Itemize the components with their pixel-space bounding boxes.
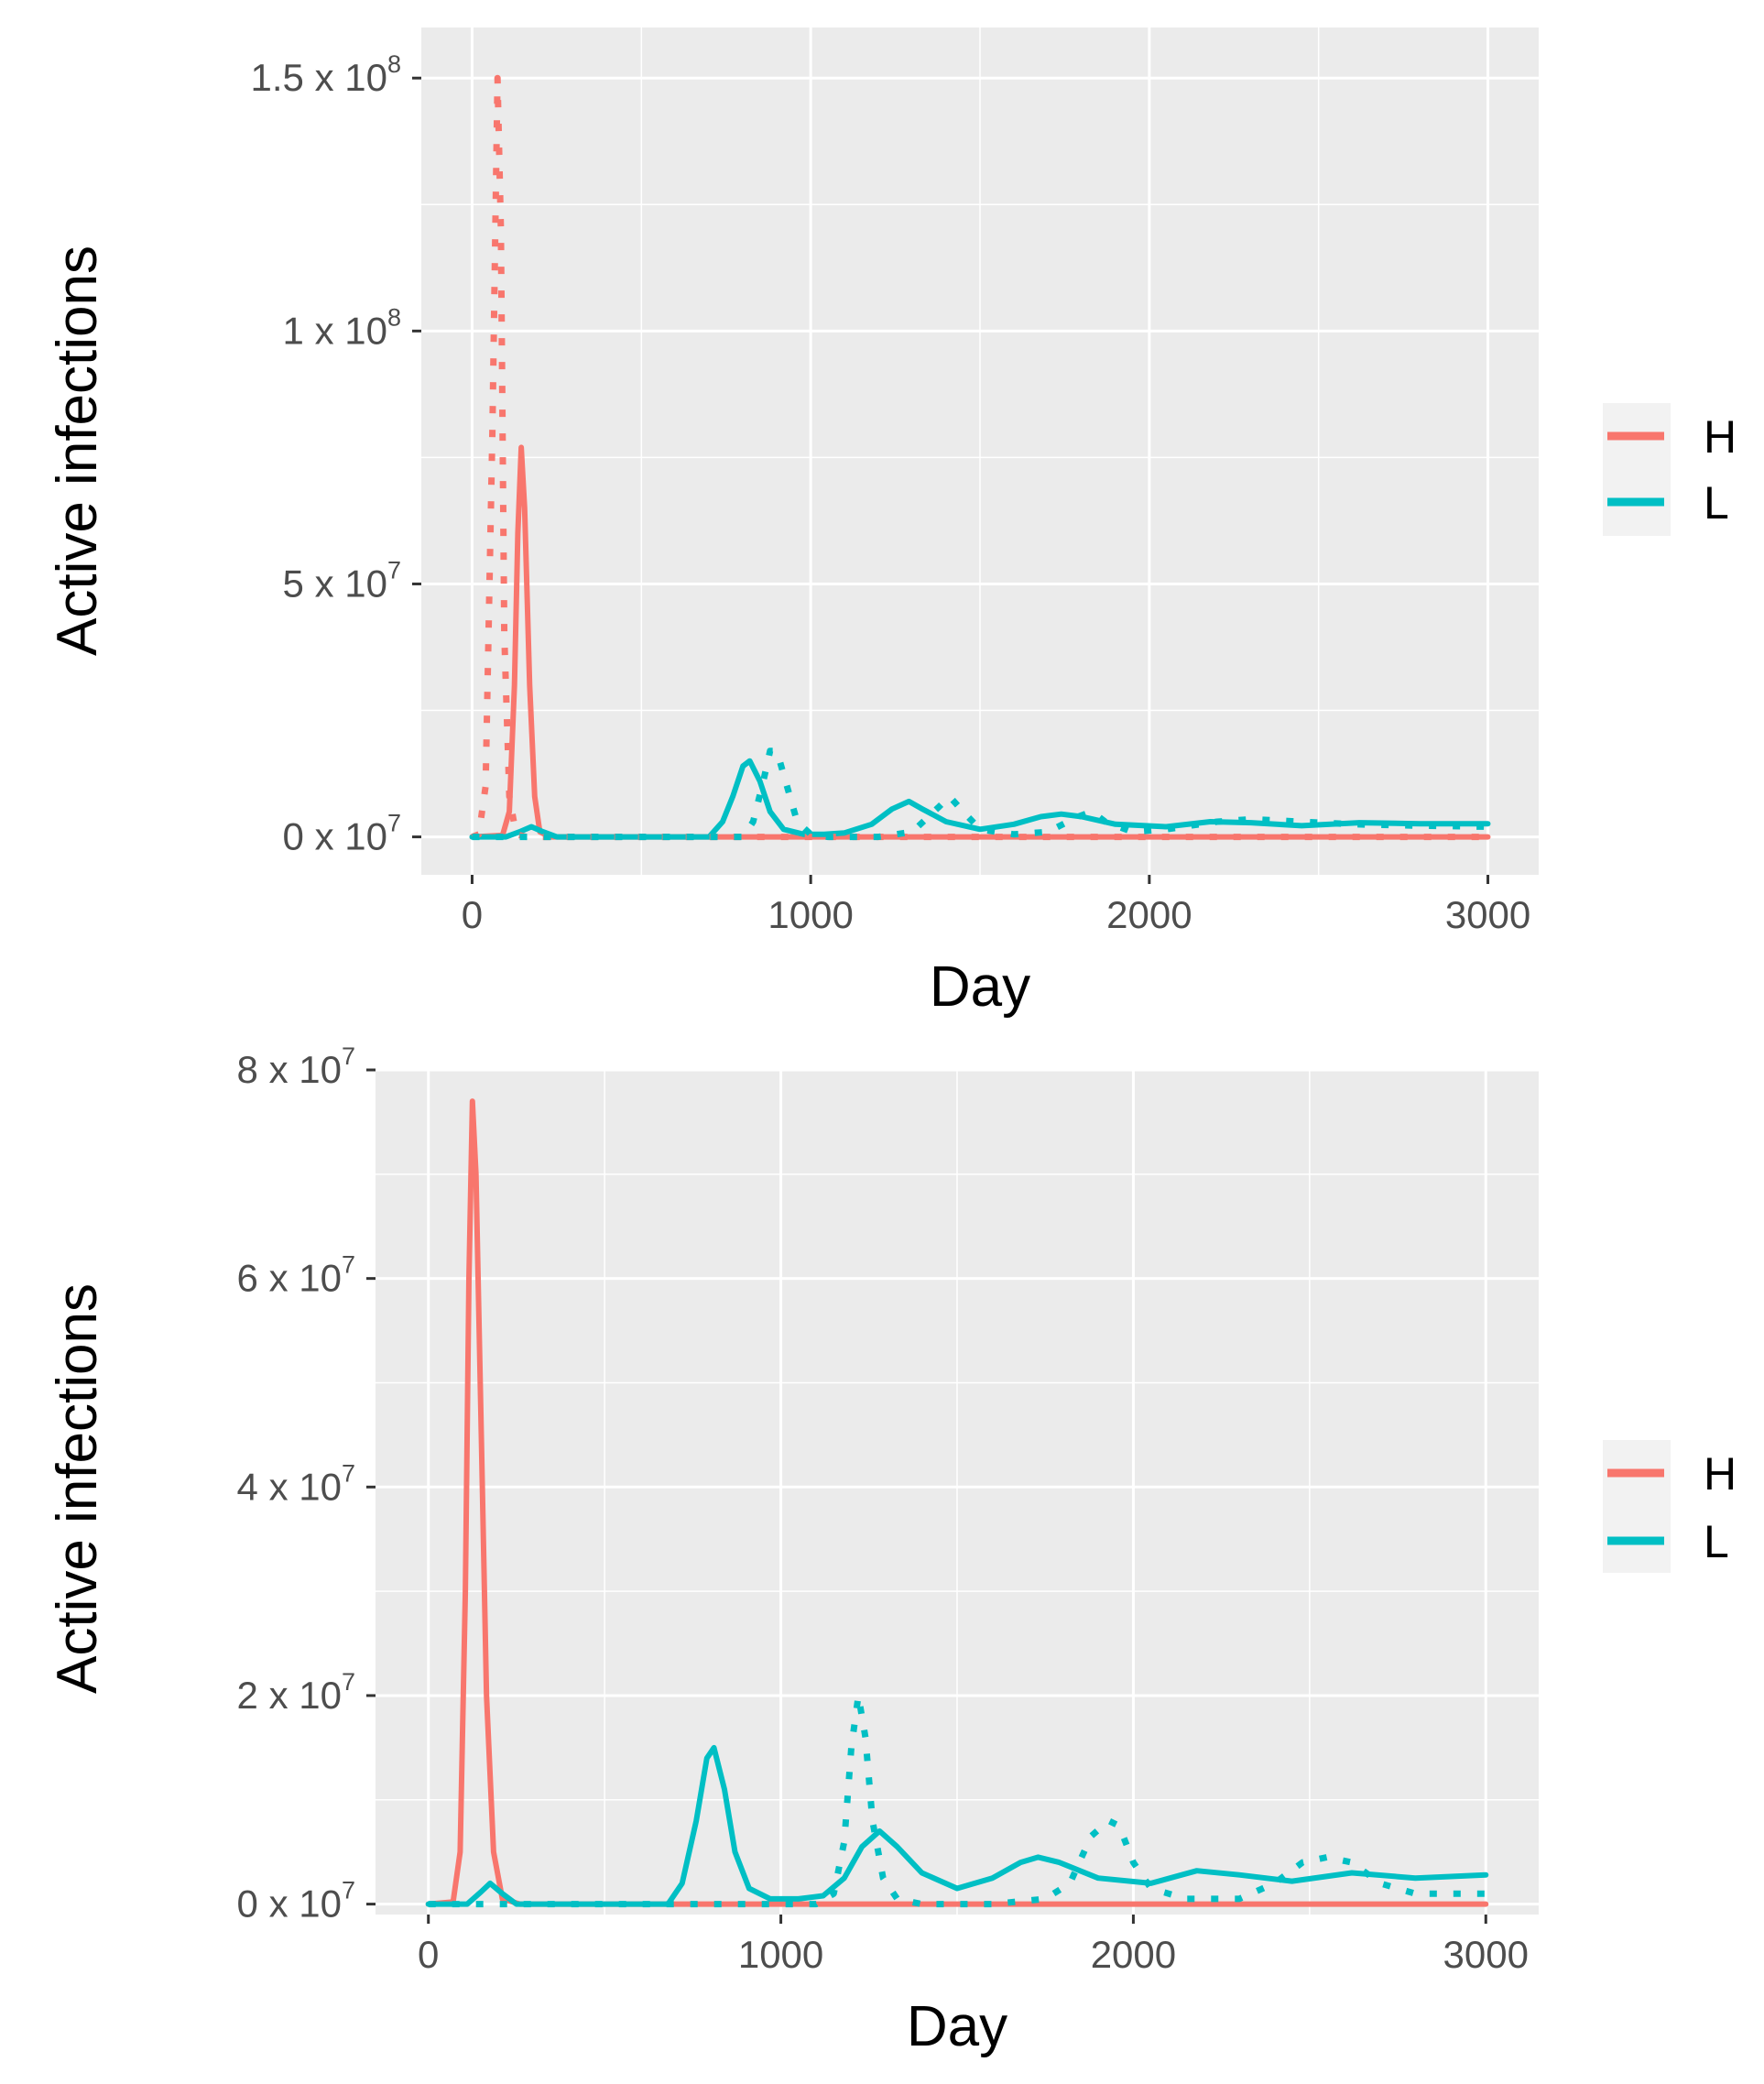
x-axis-title-bottom: Day bbox=[907, 1995, 1007, 2058]
x-tick-label: 2000 bbox=[1106, 893, 1192, 936]
legend-label-l-bottom: L bbox=[1704, 1516, 1729, 1567]
legend-top: H L bbox=[1603, 403, 1737, 536]
y-axis-title-bottom: Active infections bbox=[46, 1283, 109, 1694]
chart-top: 0 1000 2000 3000 0 x 107 5 x 107 1 x 108 1.5 x … bbox=[46, 27, 1737, 1019]
x-tick-label: 1000 bbox=[738, 1933, 823, 1976]
y-tick-label: 0 x 107 bbox=[237, 1877, 355, 1926]
y-tick-label: 1 x 108 bbox=[283, 303, 401, 352]
y-tick-label: 8 x 107 bbox=[237, 1042, 355, 1091]
legend-label-h-top: H bbox=[1704, 411, 1737, 463]
y-tick-label: 6 x 107 bbox=[237, 1251, 355, 1300]
series-line-h-dotted bbox=[471, 74, 1488, 841]
x-tick-label: 0 bbox=[418, 1933, 439, 1976]
x-tick-label: 0 bbox=[462, 893, 483, 936]
series-line-l bbox=[469, 758, 1491, 840]
legend-key-bg-top bbox=[1603, 403, 1671, 536]
chart-bottom: 0 1000 2000 3000 0 x 107 2 x 107 4 x 107 6 x 10… bbox=[46, 1042, 1737, 2058]
y-axis-title-top: Active infections bbox=[46, 245, 109, 656]
series-line-l bbox=[425, 1744, 1489, 1907]
y-tick-label: 2 x 107 bbox=[237, 1668, 355, 1717]
y-tick-label: 4 x 107 bbox=[237, 1459, 355, 1508]
series-group-top bbox=[469, 74, 1491, 841]
x-tick-label: 2000 bbox=[1091, 1933, 1176, 1976]
axes-top: 0 1000 2000 3000 0 x 107 5 x 107 1 x 108 1.5 x … bbox=[251, 50, 1531, 936]
legend-bottom: H L bbox=[1603, 1440, 1737, 1573]
series-group-bottom bbox=[425, 1098, 1489, 1908]
series-line-h bbox=[425, 1098, 1489, 1907]
x-tick-label: 1000 bbox=[768, 893, 853, 936]
x-axis-title-top: Day bbox=[930, 955, 1030, 1019]
legend-key-bg-bottom bbox=[1603, 1440, 1671, 1573]
gridlines-bottom bbox=[376, 1068, 1539, 1915]
x-tick-label: 3000 bbox=[1443, 1933, 1529, 1976]
x-tick-label: 3000 bbox=[1445, 893, 1530, 936]
y-tick-label: 5 x 107 bbox=[283, 556, 401, 605]
axes-bottom: 0 1000 2000 3000 0 x 107 2 x 107 4 x 107 6 x 10… bbox=[237, 1042, 1529, 1976]
legend-label-l-top: L bbox=[1704, 477, 1729, 529]
y-tick-label: 0 x 107 bbox=[283, 810, 401, 858]
y-tick-label: 1.5 x 108 bbox=[251, 50, 401, 99]
legend-label-h-bottom: H bbox=[1704, 1448, 1737, 1500]
